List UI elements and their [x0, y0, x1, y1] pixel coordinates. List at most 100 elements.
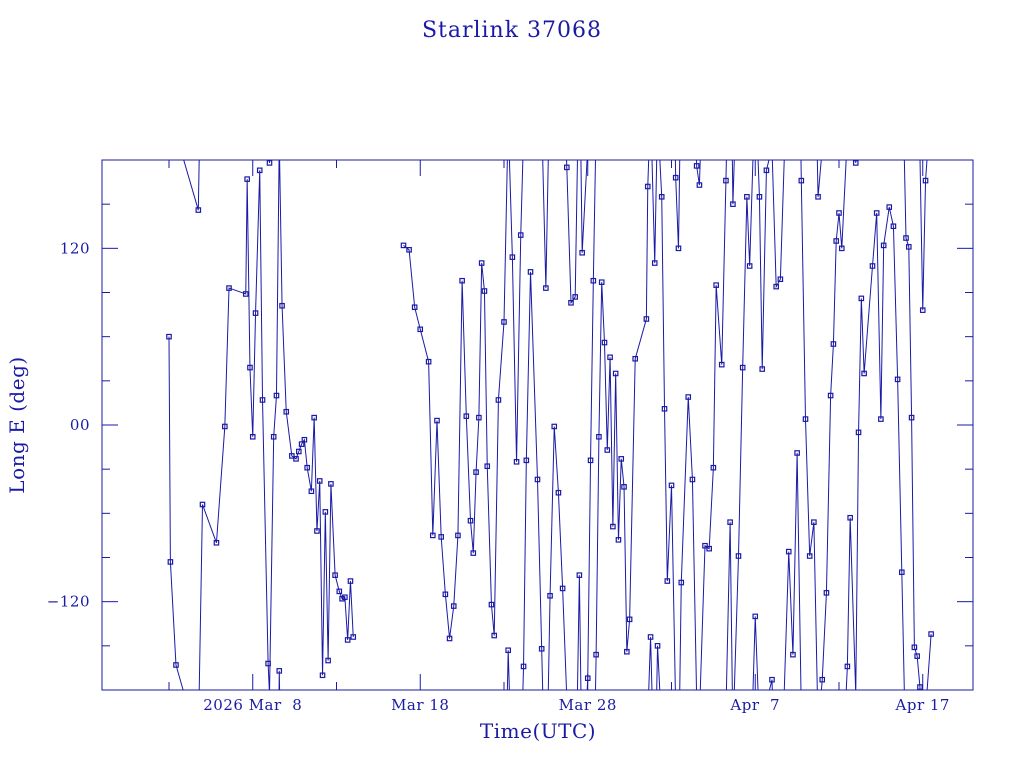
- data-point: [568, 300, 574, 306]
- data-point: [406, 247, 412, 253]
- data-point: [928, 631, 934, 637]
- data-point: [473, 469, 479, 475]
- data-point: [718, 361, 725, 368]
- data-point: [869, 263, 876, 269]
- data-point: [520, 663, 527, 670]
- data-point: [852, 160, 859, 166]
- data-point: [654, 643, 661, 649]
- data-point: [509, 254, 516, 260]
- data-point: [873, 210, 880, 216]
- data-point: [342, 594, 348, 601]
- data-point: [400, 242, 407, 249]
- data-point: [739, 364, 746, 371]
- data-point: [308, 488, 315, 495]
- data-point: [878, 416, 884, 422]
- data-point: [827, 392, 834, 399]
- data-point: [658, 194, 665, 200]
- data-point: [689, 476, 696, 483]
- data-point: [886, 204, 893, 210]
- data-point: [905, 244, 912, 250]
- data-point: [463, 413, 470, 419]
- data-point: [790, 651, 796, 658]
- data-point: [626, 616, 633, 623]
- data-point: [495, 397, 502, 403]
- data-point: [226, 285, 232, 291]
- data-point: [678, 579, 685, 586]
- data-point: [710, 464, 717, 471]
- data-point: [411, 304, 418, 311]
- y-tick-label: 00: [70, 416, 90, 434]
- data-point: [773, 283, 779, 290]
- data-point: [838, 245, 845, 252]
- data-point: [265, 660, 271, 667]
- data-point: [438, 534, 444, 540]
- data-point: [908, 414, 915, 421]
- data-point: [612, 370, 619, 377]
- data-point: [467, 517, 474, 524]
- data-point: [890, 223, 897, 230]
- data-point: [488, 601, 495, 608]
- data-point: [476, 414, 482, 421]
- data-point: [763, 167, 770, 174]
- data-point: [610, 523, 616, 530]
- data-point: [301, 436, 308, 443]
- data-point: [899, 569, 905, 576]
- data-point: [861, 370, 867, 377]
- data-point: [325, 657, 331, 664]
- data-point: [559, 585, 566, 592]
- data-point: [914, 653, 920, 659]
- data-point: [713, 282, 719, 288]
- data-point: [527, 269, 534, 275]
- data-point: [632, 355, 639, 362]
- data-point: [661, 406, 668, 412]
- data-point: [491, 632, 498, 639]
- data-point: [847, 514, 853, 521]
- data-point: [481, 288, 488, 294]
- y-tick-label: 120: [60, 239, 90, 257]
- x-tick-label: 2026 Mar 8: [203, 696, 302, 714]
- data-point: [621, 484, 627, 490]
- data-point: [316, 478, 323, 484]
- data-point: [735, 553, 742, 559]
- data-point: [293, 456, 299, 462]
- data-point: [311, 414, 317, 421]
- data-point: [434, 417, 440, 424]
- data-point: [322, 509, 329, 515]
- data-point: [304, 464, 310, 471]
- data-point: [470, 550, 477, 556]
- data-point: [166, 333, 172, 340]
- data-point: [336, 588, 343, 595]
- data-point: [668, 482, 675, 489]
- data-point: [651, 260, 658, 266]
- data-point: [894, 376, 901, 383]
- data-point: [296, 448, 302, 455]
- data-point: [794, 450, 800, 456]
- data-point: [319, 672, 326, 679]
- data-point: [347, 578, 354, 584]
- data-point: [590, 277, 597, 284]
- data-point: [543, 285, 549, 291]
- data-point: [806, 553, 813, 559]
- data-point: [167, 559, 174, 565]
- data-point: [266, 160, 273, 166]
- data-point: [276, 668, 283, 674]
- data-point: [727, 519, 733, 525]
- data-point: [836, 210, 842, 216]
- data-point: [615, 537, 622, 543]
- data-point: [283, 408, 290, 415]
- data-point: [450, 603, 457, 609]
- data-point: [802, 416, 809, 422]
- data-point: [517, 232, 524, 238]
- data-point: [844, 663, 851, 670]
- x-axis-label: Time(UTC): [480, 719, 596, 743]
- data-point: [247, 364, 253, 371]
- x-tick-label: Apr 7: [729, 696, 780, 714]
- x-tick-label: Mar 28: [559, 696, 617, 714]
- data-point: [587, 457, 594, 464]
- data-point: [425, 358, 432, 365]
- data-point: [911, 644, 918, 651]
- y-tick-label: −120: [47, 593, 90, 611]
- data-point: [685, 394, 692, 400]
- data-point: [446, 635, 453, 642]
